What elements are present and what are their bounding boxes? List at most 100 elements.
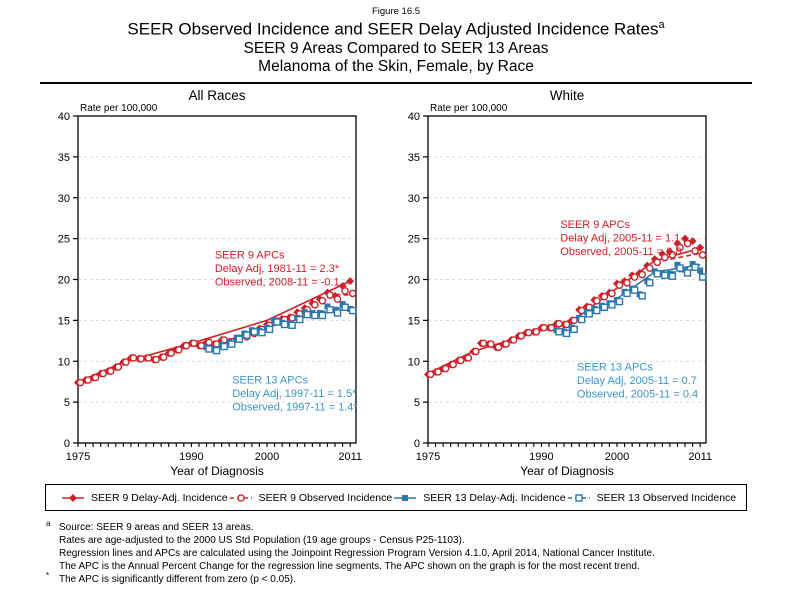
figure-label: Figure 16.5 bbox=[371, 6, 421, 17]
circle-marker bbox=[562, 320, 571, 329]
page-title: SEER Observed Incidence and SEER Delay A… bbox=[0, 19, 792, 40]
circle-marker bbox=[524, 329, 533, 337]
charts-row: All Races Rate per 100,000 0 5 10 15 20 25 30 35 4… bbox=[0, 86, 792, 484]
annotation-line: Delay Adj, 1981-11 = 2.3* bbox=[215, 263, 340, 275]
title-footnote-marker: a bbox=[658, 19, 665, 31]
footnote-a-marker: a bbox=[46, 519, 51, 529]
square-filled-legend-icon bbox=[394, 494, 417, 501]
open-square-marker bbox=[348, 307, 357, 315]
y-tick-label: 15 bbox=[408, 316, 420, 328]
circle-marker bbox=[630, 273, 639, 282]
open-square-marker bbox=[585, 310, 593, 318]
y-tick-label: 40 bbox=[408, 111, 420, 123]
footnote-line: The APC is the Annual Percent Change for… bbox=[59, 561, 640, 573]
x-axis-label: Year of Diagnosis bbox=[170, 464, 264, 478]
x-tick-label: 1990 bbox=[179, 451, 203, 463]
footnote-a: a Source: SEER 9 areas and SEER 13 areas… bbox=[46, 519, 792, 573]
open-square-marker bbox=[623, 289, 631, 298]
open-square-marker bbox=[265, 325, 274, 334]
open-square-marker bbox=[341, 303, 349, 312]
annotation-line: Observed, 2005-11 = 0.8 bbox=[560, 246, 681, 258]
open-square-marker bbox=[296, 316, 304, 324]
circle-marker bbox=[517, 332, 526, 340]
circle-marker bbox=[236, 493, 245, 502]
square-marker bbox=[402, 494, 409, 501]
annotation-line: Delay Adj, 1997-11 = 1.5* bbox=[232, 388, 357, 400]
y-tick-label: 10 bbox=[408, 357, 420, 369]
circle-marker bbox=[137, 355, 145, 363]
diamond-marker bbox=[665, 247, 674, 256]
circle-marker bbox=[152, 356, 160, 364]
open-square-marker bbox=[574, 494, 583, 502]
footnote-line: Rates are age-adjusted to the 2000 US St… bbox=[59, 535, 465, 547]
open-square-marker bbox=[562, 330, 571, 338]
gridlines bbox=[428, 156, 706, 403]
open-square-marker bbox=[280, 321, 289, 329]
subtitle-cancer-site: Melanoma of the Skin, Female, by Race bbox=[258, 57, 534, 75]
circle-marker bbox=[129, 354, 138, 363]
circle-marker bbox=[99, 369, 107, 378]
circle-marker bbox=[683, 239, 692, 248]
y-tick-label: 25 bbox=[408, 234, 420, 246]
diamond-marker bbox=[681, 234, 690, 243]
y-axis-unit-label: Rate per 100,000 bbox=[80, 103, 158, 114]
open-square-marker bbox=[600, 303, 609, 312]
circle-marker bbox=[434, 368, 442, 376]
circle-marker bbox=[190, 339, 198, 348]
legend-item-seer-9-delay-adj-incidence: SEER 9 Delay-Adj. Incidence bbox=[60, 491, 228, 505]
subtitle-areas: SEER 9 Areas Compared to SEER 13 Areas bbox=[243, 39, 549, 57]
circle-marker bbox=[333, 295, 342, 304]
annotation-line: SEER 13 APCs bbox=[232, 375, 308, 387]
legend-label: SEER 13 Delay-Adj. Incidence bbox=[423, 491, 566, 504]
legend: SEER 9 Delay-Adj. Incidence SEER 9 Observ… bbox=[45, 484, 747, 512]
series-seer-9-observed-incidence bbox=[76, 287, 357, 387]
y-tick-label: 35 bbox=[58, 152, 70, 164]
series-seer-9-delay-adj-incidence bbox=[74, 277, 355, 387]
annotation-line: SEER 9 APCs bbox=[560, 219, 630, 231]
circle-marker bbox=[76, 378, 85, 387]
legend-label: SEER 9 Delay-Adj. Incidence bbox=[91, 491, 228, 504]
annotation-line: Observed, 2008-11 = -0.1 bbox=[215, 277, 340, 289]
y-tick-label: 10 bbox=[58, 357, 70, 369]
open-square-marker bbox=[258, 329, 266, 337]
circle-marker bbox=[318, 297, 327, 305]
legend-item-seer-13-observed-incidence: SEER 13 Observed Incidence bbox=[566, 491, 736, 505]
footnote-asterisk: * The APC is significantly different fro… bbox=[46, 571, 792, 586]
circle-marker bbox=[615, 281, 624, 290]
open-square-marker bbox=[326, 306, 334, 314]
open-square-marker bbox=[638, 292, 646, 300]
circle-marker bbox=[653, 258, 662, 267]
open-square-marker bbox=[653, 270, 661, 278]
y-tick-label: 30 bbox=[58, 193, 70, 205]
open-square-marker bbox=[333, 309, 342, 317]
x-tick-label: 2011 bbox=[338, 451, 362, 463]
circle-marker bbox=[449, 360, 457, 369]
panel-title: All Races bbox=[188, 88, 245, 103]
open-square-marker bbox=[250, 328, 259, 336]
open-square-marker bbox=[661, 271, 669, 280]
y-tick-label: 5 bbox=[414, 397, 420, 409]
open-square-marker bbox=[288, 321, 296, 330]
circle-marker bbox=[479, 339, 488, 348]
gridlines bbox=[78, 156, 356, 403]
circle-marker bbox=[502, 340, 510, 349]
open-square-marker bbox=[235, 335, 243, 344]
circle-open-legend-icon bbox=[229, 493, 252, 502]
square-open-legend-icon bbox=[567, 494, 590, 502]
y-axis-unit-label: Rate per 100,000 bbox=[430, 103, 508, 114]
circle-marker bbox=[676, 244, 684, 252]
open-square-marker bbox=[630, 286, 639, 295]
circle-marker bbox=[311, 301, 319, 309]
open-square-marker bbox=[212, 347, 221, 355]
open-square-marker bbox=[273, 318, 281, 326]
footnote-line: The APC is significantly different from … bbox=[59, 574, 296, 586]
circle-marker bbox=[174, 346, 183, 354]
footnote-asterisk-marker: * bbox=[46, 571, 50, 581]
y-tick-label: 0 bbox=[414, 438, 420, 450]
y-tick-label: 15 bbox=[58, 316, 70, 328]
circle-marker bbox=[182, 342, 191, 350]
axes: 0 5 10 15 20 25 30 35 40 1975 1990 2000 2011 bbox=[58, 111, 362, 463]
y-tick-label: 5 bbox=[64, 397, 70, 409]
